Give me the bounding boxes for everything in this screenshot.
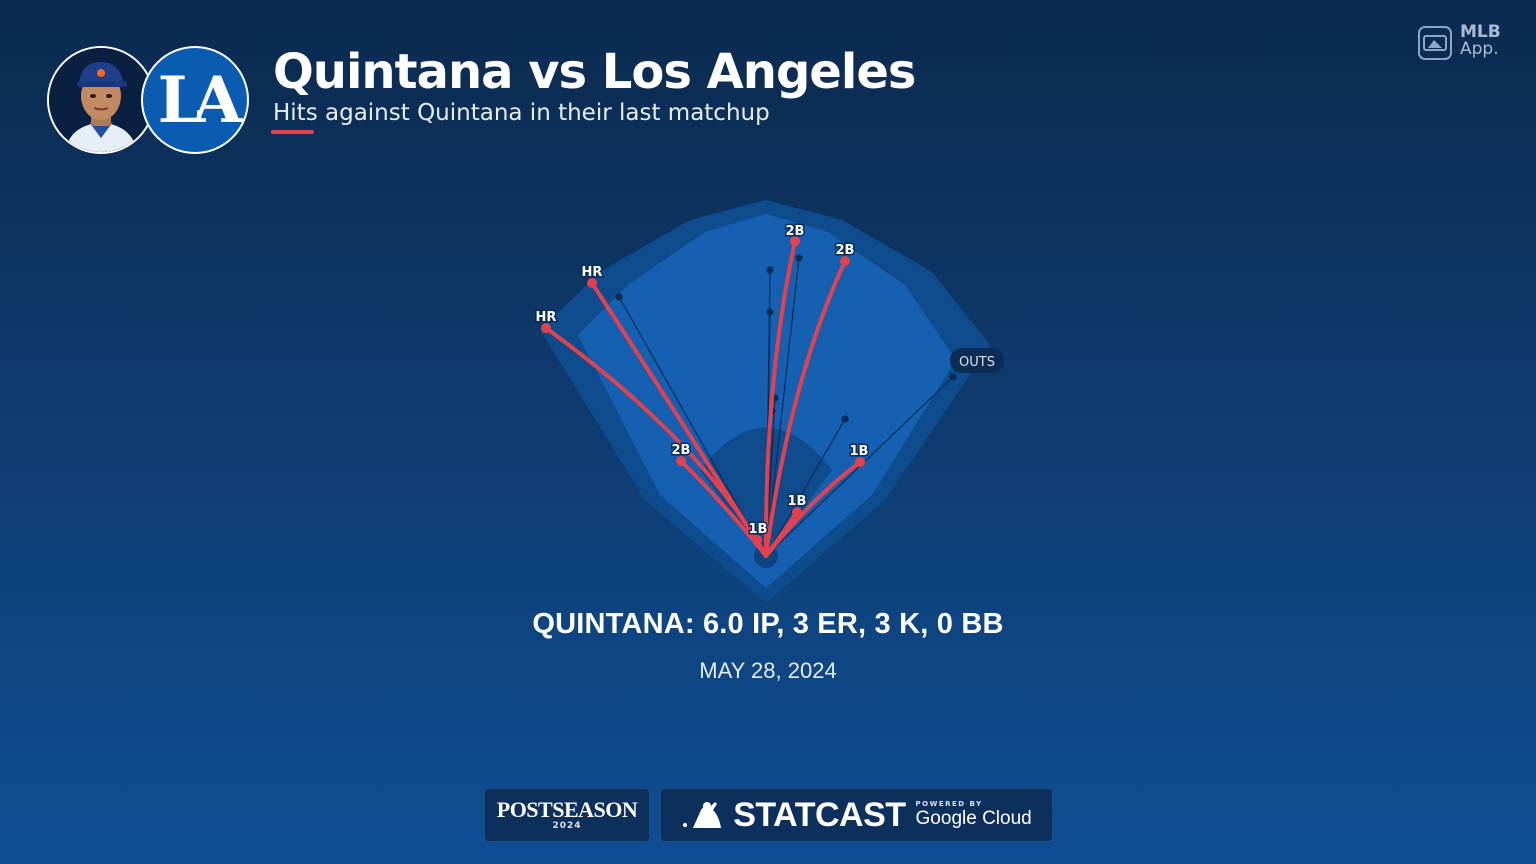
hit-point — [855, 457, 865, 467]
google-cloud-text: Google Cloud — [915, 808, 1032, 829]
game-date: MAY 28, 2024 — [699, 658, 837, 683]
statcast-badge: STATCAST POWERED BY Google Cloud — [660, 788, 1053, 842]
mlb-app-line2: App. — [1460, 39, 1499, 59]
mlb-app-line1: MLB — [1460, 22, 1501, 42]
mlb-app-wordmark: MLB App. — [1460, 24, 1501, 58]
powered-by-google-cloud: POWERED BY Google Cloud — [916, 800, 1032, 830]
hit-point — [790, 236, 800, 246]
powered-by-text: POWERED BY — [915, 800, 983, 808]
hit-label: 1B — [850, 444, 869, 459]
hit-path-2b-rightcenter — [764, 259, 847, 558]
hit-path-hr-leftcenter — [590, 281, 768, 558]
hit-label: 2B — [672, 443, 691, 458]
postseason-badge: POSTSEASON 2024 — [484, 788, 650, 842]
mlb-app-icon — [1418, 26, 1452, 60]
hit-label: HR — [582, 265, 603, 280]
page-subtitle: Hits against Quintana in their last matc… — [273, 100, 770, 126]
dodgers-logo: LA — [141, 46, 249, 154]
hit-path-2b-left — [679, 459, 768, 558]
hit-label: 2B — [786, 224, 805, 239]
statcast-wordmark: STATCAST — [733, 795, 906, 834]
player-headshot — [47, 46, 155, 154]
hit-label: 1B — [788, 494, 807, 509]
hit-label: 2B — [836, 243, 855, 258]
hit-trajectories — [544, 239, 862, 558]
page-title: Quintana vs Los Angeles — [273, 44, 916, 100]
postseason-text: POSTSEASON — [496, 797, 638, 822]
matchup-headshots: LA — [47, 46, 249, 154]
hit-point — [792, 507, 802, 517]
postseason-year: 2024 — [552, 821, 582, 831]
hit-point — [752, 535, 762, 545]
hit-label: 1B — [749, 522, 768, 537]
hit-label: HR — [536, 310, 557, 325]
hit-path-2b-center — [763, 239, 797, 558]
outs-legend: OUTS — [950, 348, 1004, 373]
hit-landing-points — [541, 236, 865, 545]
subtitle-accent-underline — [271, 130, 314, 134]
hit-labels: HR HR 2B 2B 2B 1B 1B 1B — [534, 223, 870, 539]
field-inner — [578, 214, 956, 588]
dodgers-logo-text: LA — [157, 62, 243, 138]
mlb-app-logo: MLB App. — [1418, 24, 1514, 64]
mlb-batter-icon — [683, 802, 722, 828]
hit-point — [541, 323, 551, 333]
hit-point — [676, 456, 686, 466]
hit-point — [840, 256, 850, 266]
outs-label: OUTS — [959, 355, 995, 370]
player-portrait-icon — [49, 48, 153, 152]
hit-point — [587, 278, 597, 288]
pitcher-stat-line: QUINTANA: 6.0 IP, 3 ER, 3 K, 0 BB — [532, 608, 1004, 640]
